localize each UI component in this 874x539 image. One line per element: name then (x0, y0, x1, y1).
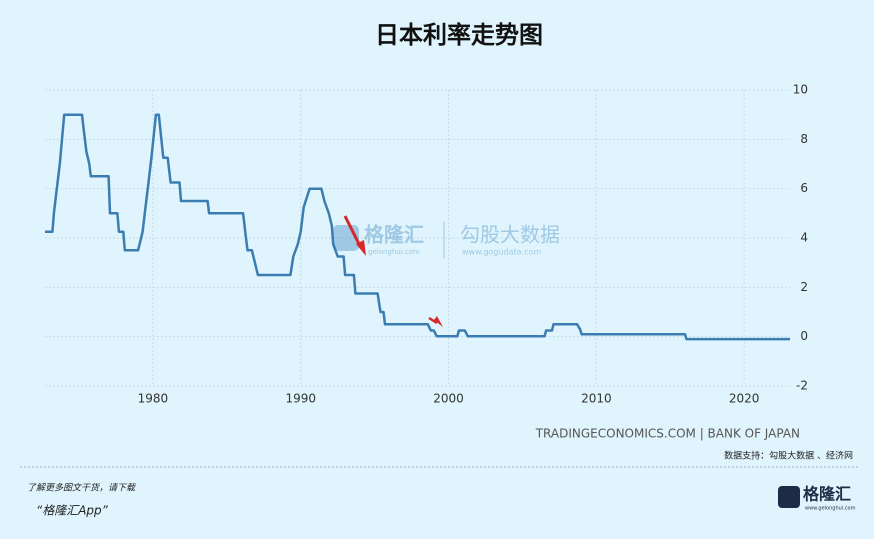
watermark-partner-url: www.gogudata.com (462, 248, 541, 257)
arrow-head (434, 316, 443, 327)
arrow (428, 316, 438, 325)
watermark-brand-url: gelonghui.com (368, 248, 420, 256)
data-support: 数据支持：勾股大数据 、经济网 (724, 450, 853, 462)
x-tick-label: 2020 (729, 392, 760, 406)
y-tick-label: -2 (796, 379, 808, 393)
y-tick-label: 8 (800, 132, 808, 146)
logo-icon (778, 486, 800, 508)
watermark: 格隆汇 gelonghui.com 勾股大数据 www.gogudata.com (333, 222, 560, 258)
y-tick-label: 10 (793, 83, 808, 97)
data-line (45, 113, 790, 341)
footer-line: 了解更多图文干货，请下载 (27, 483, 136, 494)
logo-name: 格隆汇 (803, 485, 851, 504)
arrow (343, 215, 362, 247)
x-tick-label: 1990 (285, 392, 316, 406)
watermark-brand: 格隆汇 (364, 223, 424, 247)
x-tick-label: 1980 (138, 392, 169, 406)
source: TRADINGECONOMICS.COM | BANK OF JAPAN (535, 427, 800, 441)
footer-app: “格隆汇App” (36, 504, 109, 518)
y-tick-label: 0 (800, 329, 808, 343)
x-tick-label: 2010 (581, 392, 612, 406)
x-tick-label: 2000 (433, 392, 464, 406)
y-tick-label: 4 (800, 231, 808, 245)
y-tick-label: 6 (800, 181, 808, 195)
annotation-arrows (343, 215, 443, 327)
y-tick-label: 2 (800, 280, 808, 294)
chart-title: 日本利率走势图 (375, 21, 543, 49)
plot: -2 0 2 4 6 8 10 1980 1990 2000 2010 2020 (45, 83, 808, 406)
watermark-partner: 勾股大数据 (460, 223, 560, 247)
arrow-head (356, 240, 366, 256)
logo-url: www.gelonghui.com (805, 506, 856, 512)
